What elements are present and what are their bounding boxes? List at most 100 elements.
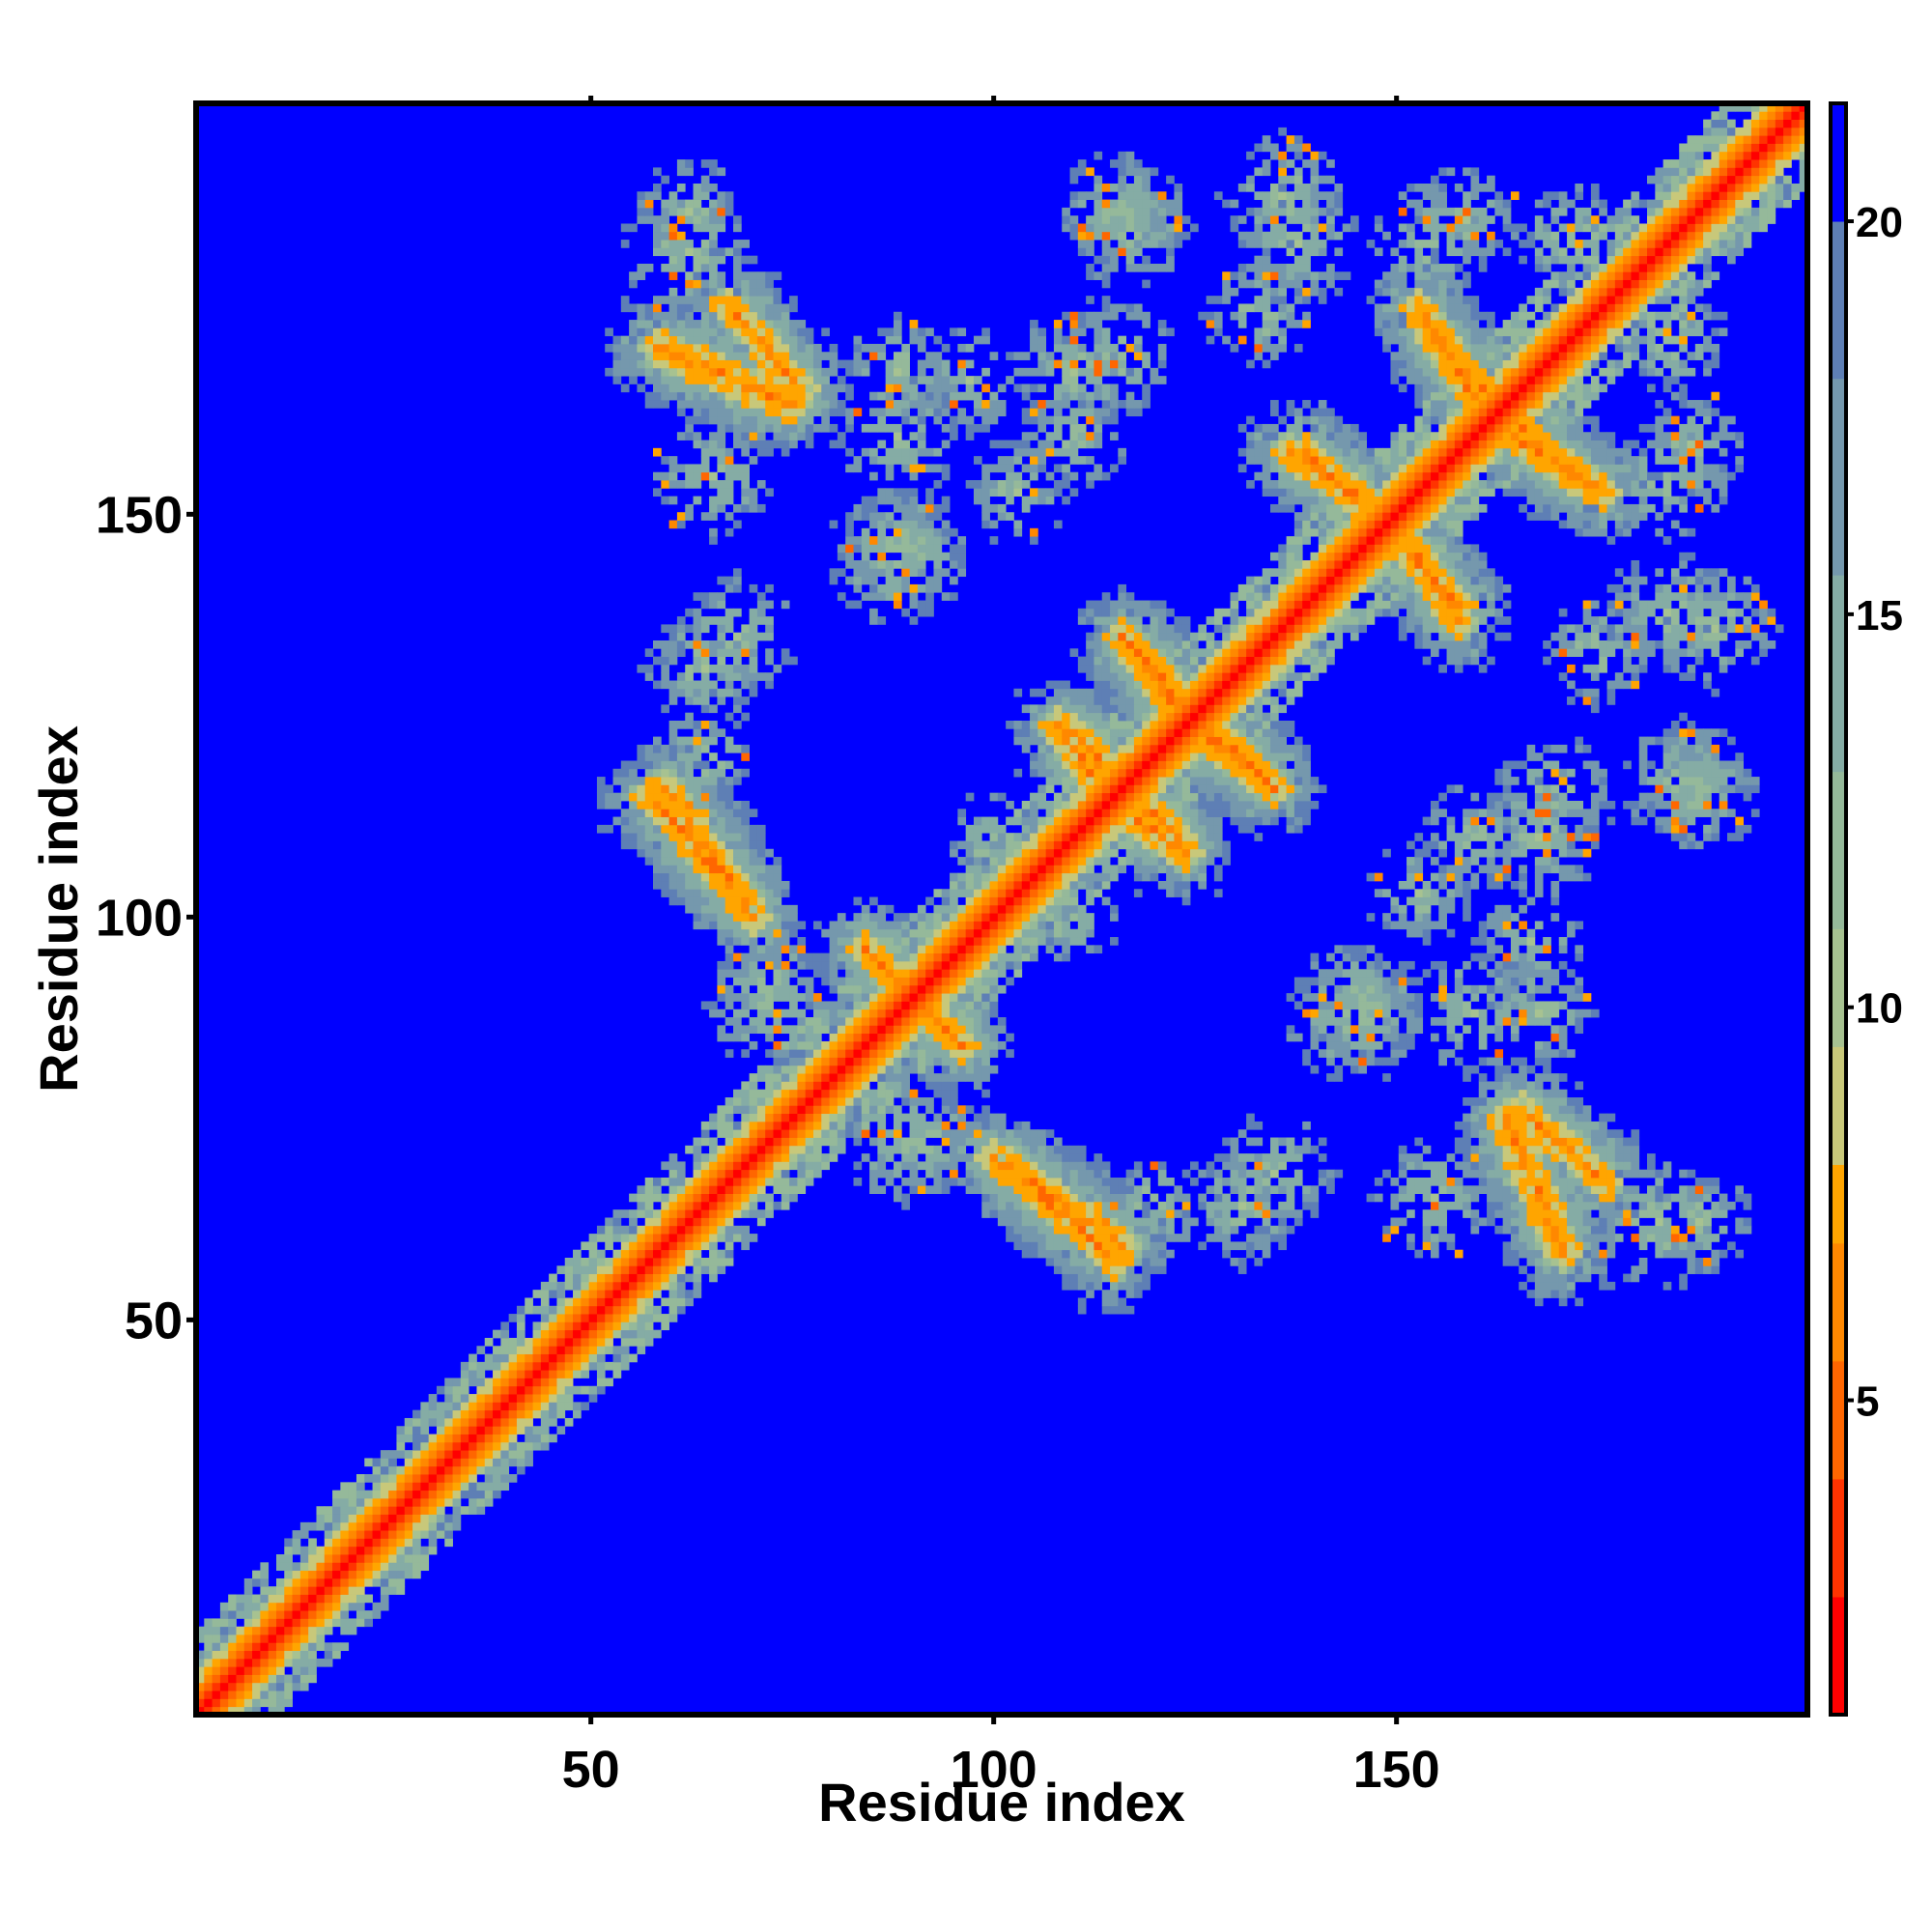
heatmap-cell (797, 921, 807, 930)
heatmap-cell (629, 1225, 638, 1235)
heatmap-cell (861, 1105, 870, 1115)
heatmap-cell (821, 928, 830, 938)
heatmap-cell (1302, 800, 1311, 810)
heatmap-cell (1125, 1281, 1135, 1291)
heatmap-cell (1631, 1153, 1640, 1162)
heatmap-cell (1694, 1185, 1704, 1194)
heatmap-cell (1422, 921, 1432, 930)
heatmap-cell (733, 937, 742, 946)
heatmap-cell (1478, 1025, 1488, 1035)
heatmap-cell (909, 1137, 919, 1147)
heatmap-cell (756, 880, 766, 890)
heatmap-cell (741, 960, 750, 970)
heatmap-cell (644, 857, 654, 866)
heatmap-cell (1494, 1113, 1504, 1122)
heatmap-cell (957, 960, 967, 970)
heatmap-cell (612, 1281, 622, 1291)
heatmap-cell (340, 1530, 350, 1539)
heatmap-cell (853, 1017, 863, 1026)
heatmap-cell (1053, 1225, 1063, 1235)
heatmap-cell (1454, 1185, 1463, 1194)
heatmap-cell (1101, 777, 1111, 785)
heatmap-cell (733, 840, 742, 850)
heatmap-cell (1069, 1217, 1079, 1227)
heatmap-cell (973, 857, 982, 866)
heatmap-cell (212, 1618, 221, 1628)
heatmap-cell (268, 1666, 277, 1675)
heatmap-cell (1110, 1297, 1119, 1307)
heatmap-cell (1069, 1185, 1079, 1194)
heatmap-cell (733, 904, 742, 914)
heatmap-cell (853, 1129, 863, 1138)
heatmap-cell (1293, 816, 1303, 826)
heatmap-cell (1213, 1178, 1223, 1186)
heatmap-cell (653, 840, 662, 850)
heatmap-cell (773, 993, 782, 1002)
heatmap-cell (1174, 857, 1183, 866)
heatmap-cell (1013, 880, 1023, 890)
heatmap-cell (460, 1482, 469, 1492)
heatmap-cell (1487, 937, 1495, 946)
heatmap-cell (829, 1137, 838, 1147)
heatmap-cell (1510, 1178, 1520, 1186)
heatmap-cell (1526, 1105, 1536, 1115)
heatmap-cell (950, 904, 958, 914)
heatmap-cell (1206, 1201, 1215, 1210)
heatmap-cell (1118, 792, 1127, 802)
heatmap-cell (1230, 1185, 1239, 1194)
heatmap-cell (877, 1153, 887, 1162)
heatmap-cell (965, 848, 975, 858)
heatmap-cell (933, 945, 943, 954)
heatmap-cell (989, 984, 999, 994)
heatmap-cell (1181, 809, 1191, 817)
heatmap-cell (316, 1634, 326, 1643)
heatmap-cell (243, 1577, 253, 1587)
heatmap-cell (981, 1049, 990, 1058)
heatmap-cell (733, 1185, 742, 1194)
heatmap-cell (917, 904, 926, 914)
heatmap-cell (741, 1049, 750, 1058)
heatmap-cell (612, 1329, 622, 1339)
heatmap-cell (1358, 993, 1367, 1002)
heatmap-cell (1575, 1025, 1584, 1035)
heatmap-cell (324, 1586, 333, 1595)
heatmap-cell (1519, 1145, 1527, 1154)
heatmap-cell (1150, 784, 1159, 794)
heatmap-cell (981, 1201, 990, 1210)
heatmap-cell (549, 1385, 557, 1395)
heatmap-cell (452, 1465, 462, 1475)
heatmap-cell (1670, 1249, 1680, 1259)
heatmap-cell (573, 1281, 582, 1291)
heatmap-cell (853, 1121, 863, 1130)
heatmap-cell (629, 840, 638, 850)
heatmap-cell (564, 1314, 574, 1322)
heatmap-cell (1086, 1193, 1094, 1203)
heatmap-cell (1575, 824, 1584, 834)
heatmap-cell (981, 960, 990, 970)
heatmap-cell (1101, 1265, 1111, 1274)
heatmap-cell (1142, 784, 1151, 794)
heatmap-cell (781, 984, 790, 994)
heatmap-cell (1006, 833, 1014, 841)
heatmap-cell (1711, 824, 1720, 834)
heatmap-cell (653, 816, 662, 826)
heatmap-cell (1021, 1137, 1031, 1147)
heatmap-cell (1166, 824, 1175, 834)
heatmap-cell (1558, 1193, 1568, 1203)
heatmap-cell (1069, 1161, 1079, 1171)
heatmap-cell (717, 977, 726, 986)
heatmap-cell (717, 896, 726, 906)
heatmap-cell (1510, 1161, 1520, 1171)
heatmap-cell (1254, 1178, 1264, 1186)
heatmap-cell (372, 1490, 382, 1499)
heatmap-cell (1021, 1209, 1031, 1218)
heatmap-cell (1069, 1234, 1079, 1242)
heatmap-cell (1086, 833, 1094, 841)
heatmap-cell (1727, 784, 1736, 794)
heatmap-cell (893, 1185, 902, 1194)
heatmap-cell (1463, 824, 1471, 834)
heatmap-cell (693, 792, 702, 802)
heatmap-cell (941, 889, 951, 897)
heatmap-cell (1021, 880, 1031, 890)
